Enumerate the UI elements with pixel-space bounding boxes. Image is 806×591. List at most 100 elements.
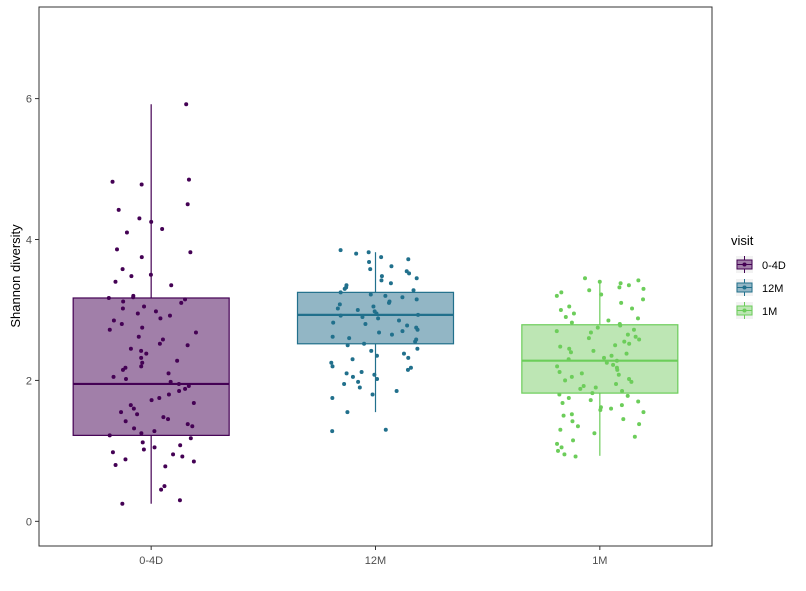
data-point <box>557 369 562 374</box>
data-point <box>571 438 576 443</box>
data-point <box>185 343 190 348</box>
box-1M <box>521 280 679 456</box>
data-point <box>379 255 384 260</box>
data-point <box>592 431 597 436</box>
data-point <box>166 417 171 422</box>
data-point <box>415 346 420 351</box>
data-point <box>111 374 116 379</box>
data-point <box>559 445 564 450</box>
data-point <box>167 313 172 318</box>
data-point <box>630 306 635 311</box>
data-point <box>591 348 596 353</box>
data-point <box>613 343 618 348</box>
data-point <box>641 297 646 302</box>
data-point <box>629 379 634 384</box>
legend-label: 12M <box>762 283 783 295</box>
data-point <box>190 424 195 429</box>
data-point <box>566 396 571 401</box>
data-point <box>379 274 384 279</box>
data-point <box>407 271 412 276</box>
data-point <box>120 501 125 506</box>
data-point <box>570 419 575 424</box>
data-point <box>139 355 144 360</box>
data-point <box>374 311 379 316</box>
data-point <box>627 377 632 382</box>
data-point <box>330 364 335 369</box>
data-point <box>347 336 352 341</box>
data-point <box>371 304 376 309</box>
data-point <box>110 179 115 184</box>
data-point <box>554 329 559 334</box>
data-point <box>140 360 145 365</box>
data-point <box>616 372 621 377</box>
data-point <box>558 427 563 432</box>
data-point <box>637 422 642 427</box>
data-point <box>176 381 181 386</box>
data-point <box>617 285 622 290</box>
data-point <box>556 448 561 453</box>
data-point <box>363 322 368 327</box>
data-point <box>179 300 184 305</box>
data-point <box>619 300 624 305</box>
data-point <box>389 264 394 269</box>
data-point <box>557 392 562 397</box>
data-point <box>406 355 411 360</box>
data-point <box>113 462 118 467</box>
data-point <box>345 410 350 415</box>
data-point <box>575 424 580 429</box>
data-point <box>621 417 626 422</box>
data-point <box>331 320 336 325</box>
data-point <box>183 297 188 302</box>
x-tick-label: 1M <box>592 555 607 567</box>
data-point <box>379 278 384 283</box>
data-point <box>356 379 361 384</box>
data-point <box>555 441 560 446</box>
data-point <box>330 396 335 401</box>
data-point <box>414 276 419 281</box>
box-body-12M <box>296 291 455 345</box>
data-point <box>597 279 602 284</box>
data-point <box>119 322 124 327</box>
data-point <box>329 360 334 365</box>
data-point <box>615 367 620 372</box>
data-point <box>618 323 623 328</box>
data-point <box>558 344 563 349</box>
legend-keys: 0-4D 12M 1M <box>736 256 786 319</box>
data-point <box>191 459 196 464</box>
data-point <box>562 452 567 457</box>
data-point <box>139 431 144 436</box>
data-point <box>107 327 112 332</box>
data-point <box>394 388 399 393</box>
data-point <box>161 415 166 420</box>
data-point <box>131 406 136 411</box>
y-axis-title: Shannon diversity <box>8 224 23 328</box>
data-point <box>132 426 137 431</box>
data-point <box>588 330 593 335</box>
data-point <box>123 419 128 424</box>
data-point <box>368 292 373 297</box>
data-point <box>330 429 335 434</box>
data-point <box>370 392 375 397</box>
data-point <box>338 248 343 253</box>
data-point <box>563 378 568 383</box>
data-point <box>139 348 144 353</box>
data-point <box>415 327 420 332</box>
data-point <box>414 297 419 302</box>
data-point <box>555 364 560 369</box>
box-12M <box>296 252 455 413</box>
data-point <box>120 367 125 372</box>
data-point <box>163 464 168 469</box>
data-point <box>635 316 640 321</box>
data-point <box>184 102 189 107</box>
data-point <box>149 398 154 403</box>
data-point <box>583 276 588 281</box>
data-point <box>355 307 360 312</box>
data-point <box>139 364 144 369</box>
data-point <box>595 325 600 330</box>
data-point <box>362 341 367 346</box>
data-point <box>372 372 377 377</box>
points-0-4D <box>106 102 198 506</box>
y-tick-label: 4 <box>26 235 32 247</box>
data-point <box>159 487 164 492</box>
